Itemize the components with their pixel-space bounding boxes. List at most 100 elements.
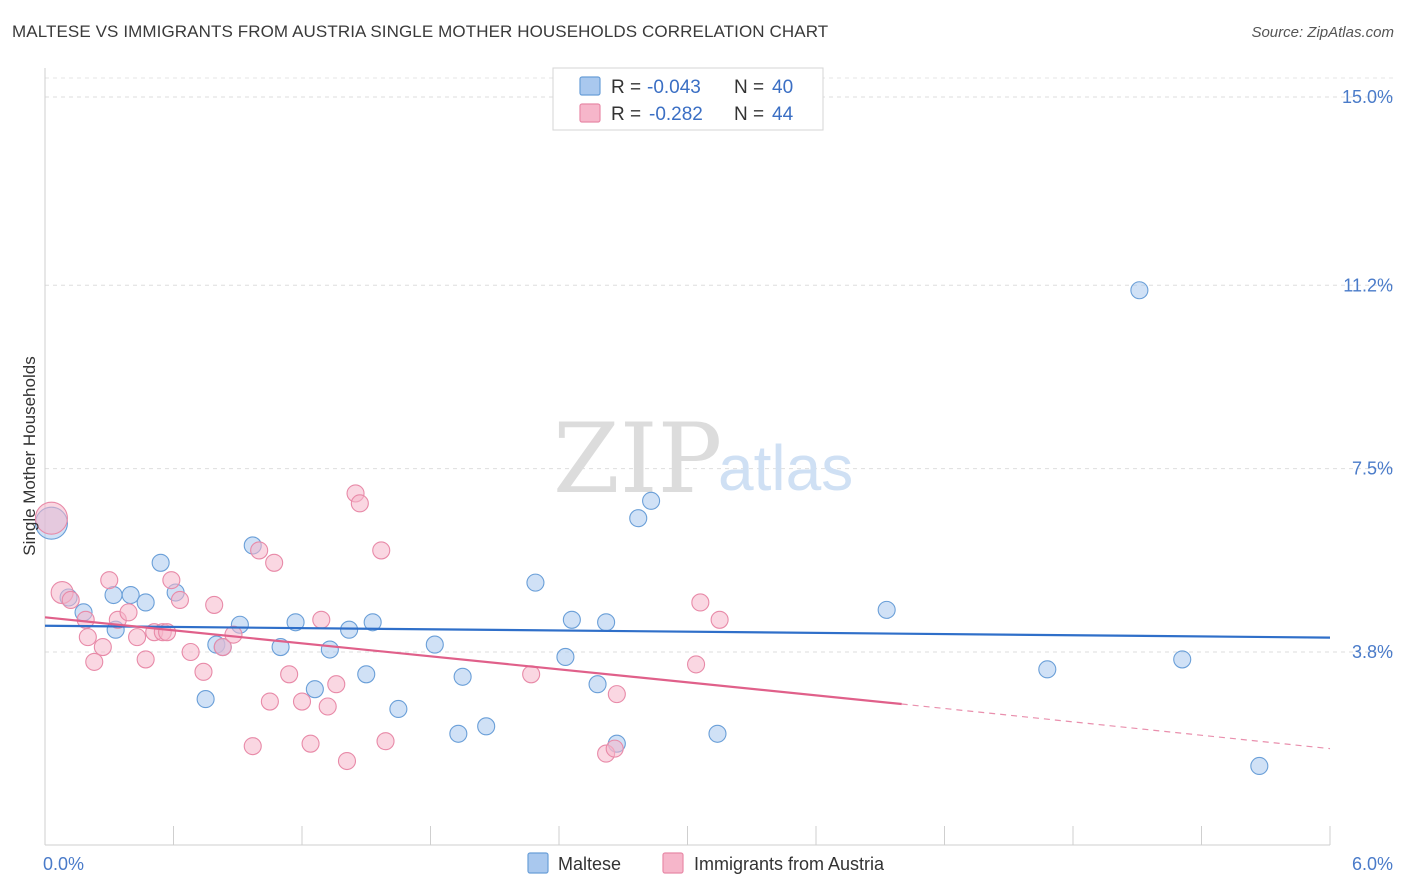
point-austria-34 — [372, 541, 391, 560]
point-maltese-39 — [1250, 756, 1269, 776]
point-austria-9 — [119, 603, 138, 622]
trend-line-maltese — [44, 624, 1331, 639]
point-maltese-21 — [389, 699, 408, 719]
point-maltese-15 — [286, 613, 305, 632]
bottom-legend-label-austria: Immigrants from Austria — [694, 854, 885, 874]
legend-r-label-maltese: R = — [611, 77, 641, 98]
point-austria-35 — [376, 732, 395, 751]
point-maltese-37 — [1130, 281, 1149, 300]
point-maltese-28 — [562, 610, 581, 629]
point-maltese-14 — [271, 637, 290, 657]
trend-line-dashed-austria — [901, 703, 1331, 750]
point-maltese-25 — [477, 717, 496, 736]
legend-r-value-austria: -0.282 — [649, 104, 703, 125]
bottom-legend-label-maltese: Maltese — [558, 854, 621, 874]
data-points — [34, 281, 1269, 776]
point-maltese-38 — [1173, 650, 1192, 669]
x-tick-label-1: 6.0% — [1352, 854, 1393, 874]
point-austria-22 — [250, 541, 269, 560]
point-austria-23 — [260, 692, 279, 711]
point-maltese-24 — [453, 667, 472, 686]
point-maltese-22 — [425, 635, 444, 654]
point-maltese-6 — [136, 593, 155, 612]
point-maltese-26 — [526, 573, 545, 592]
bottom-legend-swatch-maltese — [527, 852, 549, 874]
point-austria-4 — [78, 628, 97, 647]
point-austria-29 — [318, 697, 337, 716]
point-austria-33 — [350, 494, 369, 513]
point-austria-2 — [61, 590, 80, 610]
point-austria-36 — [522, 665, 541, 684]
trend-line-austria — [44, 616, 902, 706]
point-austria-17 — [194, 662, 213, 681]
point-maltese-32 — [629, 509, 648, 528]
point-austria-10 — [128, 628, 147, 647]
point-austria-16 — [181, 642, 200, 662]
point-maltese-19 — [357, 665, 376, 684]
point-austria-21 — [243, 737, 262, 756]
tick-labels: 3.8% 7.5% 11.2% 15.0% 0.0% 6.0% — [43, 87, 1393, 874]
legend-n-value-maltese: 40 — [772, 77, 793, 98]
y-axis-title: Single Mother Households — [20, 356, 39, 555]
legend-n-value-austria: 44 — [772, 104, 794, 125]
point-austria-28 — [312, 610, 331, 629]
point-maltese-23 — [449, 724, 468, 743]
y-tick-label-1: 7.5% — [1352, 459, 1393, 479]
point-austria-39 — [607, 685, 626, 704]
point-austria-18 — [205, 595, 224, 614]
trend-lines — [44, 616, 1331, 750]
y-tick-label-3: 15.0% — [1342, 87, 1393, 107]
point-austria-27 — [301, 734, 320, 753]
point-austria-31 — [337, 751, 357, 771]
axes — [44, 68, 1331, 846]
point-austria-7 — [100, 571, 119, 590]
point-maltese-9 — [196, 690, 215, 709]
point-austria-11 — [136, 650, 155, 669]
y-tick-label-0: 3.8% — [1352, 642, 1393, 662]
point-maltese-29 — [588, 675, 607, 694]
grid-lines — [45, 77, 1393, 653]
bottom-legend-swatch-austria — [662, 852, 684, 874]
watermark-zip: ZIP — [553, 403, 722, 515]
point-maltese-7 — [151, 553, 170, 572]
point-austria-5 — [85, 652, 104, 671]
legend-swatch-austria — [579, 103, 601, 123]
point-maltese-35 — [877, 600, 896, 619]
point-maltese-17 — [320, 640, 339, 659]
legend-box: R = -0.043 N = 40 R = -0.282 N = 44 — [552, 67, 824, 131]
legend-r-label-austria: R = — [611, 104, 641, 125]
point-austria-42 — [710, 610, 729, 629]
point-maltese-16 — [305, 680, 324, 699]
point-austria-6 — [93, 637, 112, 657]
point-maltese-36 — [1038, 660, 1057, 679]
legend-n-label-maltese: N = — [734, 77, 764, 98]
point-austria-24 — [265, 553, 284, 572]
point-maltese-30 — [597, 613, 616, 632]
point-austria-25 — [280, 665, 299, 684]
x-tick-label-0: 0.0% — [43, 854, 84, 874]
watermark: ZIP atlas — [553, 403, 853, 515]
point-austria-26 — [292, 692, 312, 711]
point-austria-41 — [691, 593, 710, 612]
point-maltese-34 — [708, 724, 727, 743]
point-maltese-27 — [556, 647, 575, 667]
point-austria-15 — [170, 590, 189, 610]
point-austria-40 — [687, 655, 706, 674]
legend-n-label-austria: N = — [734, 104, 764, 125]
legend-r-value-maltese: -0.043 — [647, 77, 701, 98]
point-austria-14 — [162, 571, 181, 590]
point-maltese-33 — [642, 491, 661, 510]
source-label: Source: ZipAtlas.com — [1251, 24, 1394, 41]
point-austria-38 — [605, 739, 624, 758]
point-maltese-20 — [363, 613, 382, 632]
chart-title: MALTESE VS IMMIGRANTS FROM AUSTRIA SINGL… — [12, 22, 829, 41]
point-austria-19 — [213, 637, 232, 657]
point-austria-20 — [224, 625, 243, 644]
point-maltese-3 — [104, 585, 123, 605]
point-austria-30 — [327, 675, 346, 694]
point-maltese-5 — [121, 585, 140, 605]
bottom-legend: Maltese Immigrants from Austria — [527, 852, 885, 874]
y-tick-label-2: 11.2% — [1343, 275, 1393, 295]
legend-swatch-maltese — [579, 76, 601, 96]
